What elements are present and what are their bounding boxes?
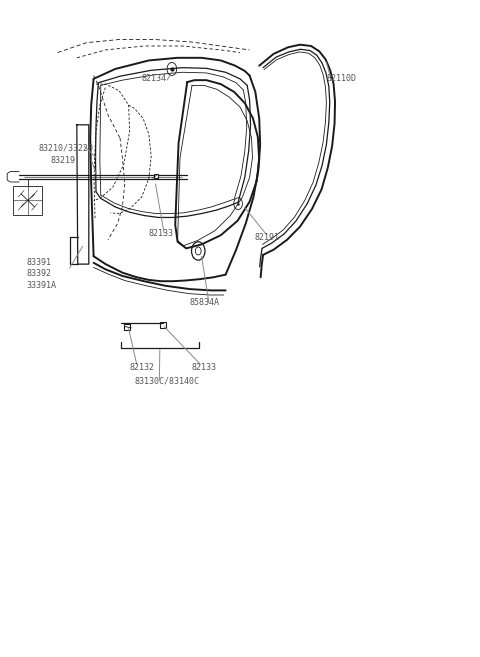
Text: 83219: 83219: [50, 156, 75, 166]
Text: 82133: 82133: [149, 229, 174, 238]
Bar: [13, 186, 42, 215]
Text: 83130C/83140C: 83130C/83140C: [134, 376, 199, 386]
Text: 85834A: 85834A: [190, 298, 220, 307]
Text: 82110D: 82110D: [326, 74, 356, 83]
Text: 82132: 82132: [130, 363, 155, 373]
Text: 82191: 82191: [254, 233, 279, 242]
Text: 82133: 82133: [192, 363, 217, 373]
Text: 33391A: 33391A: [26, 281, 57, 290]
Text: 83210/33220: 83210/33220: [38, 143, 94, 152]
Text: 83392: 83392: [26, 269, 51, 279]
Text: 82134: 82134: [142, 74, 167, 83]
Text: 83391: 83391: [26, 258, 51, 267]
